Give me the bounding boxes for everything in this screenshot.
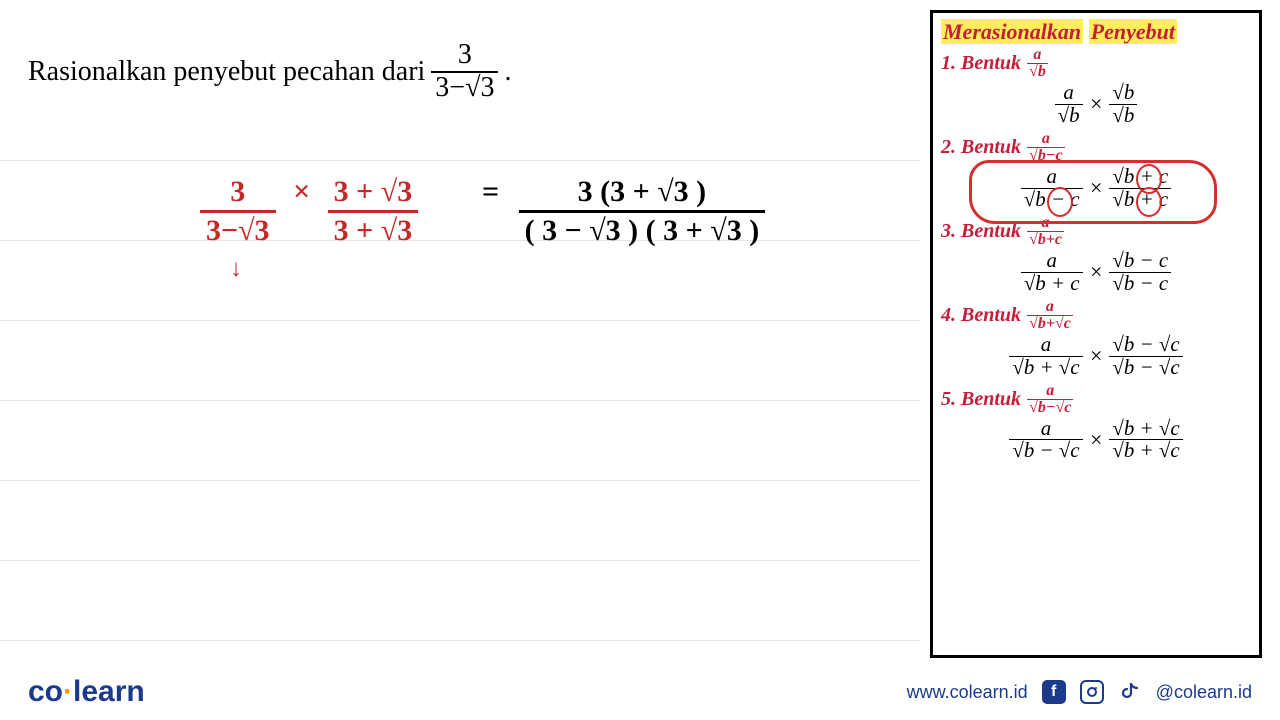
hw-times: ×: [293, 175, 310, 208]
rule-2-label: 2. Bentuk: [941, 136, 1021, 159]
logo-part-b: learn: [73, 675, 145, 708]
rule-line: [0, 480, 920, 481]
handwriting-lhs: 3 3−√3 × 3 + √3 3 + √3: [200, 175, 418, 246]
main-content: Rasionalkan penyebut pecahan dari 3 3−√3…: [0, 0, 920, 720]
hw-equals: =: [482, 175, 499, 208]
handwriting-rhs: = 3 (3 + √3 ) ( 3 − √3 ) ( 3 + √3 ): [470, 175, 765, 246]
hw-frac-1-den: 3−√3: [200, 210, 276, 247]
footer: co·learn www.colearn.id f @colearn.id: [0, 664, 1280, 720]
problem-suffix: .: [504, 56, 511, 88]
sidebar-title-a: Merasionalkan: [941, 19, 1083, 44]
rule-4-formula: a√b + √c × √b − √c√b − √c: [941, 334, 1251, 379]
rule-3-label: 3. Bentuk: [941, 220, 1021, 243]
footer-url[interactable]: www.colearn.id: [907, 682, 1028, 703]
tiktok-icon[interactable]: [1118, 680, 1142, 704]
hw-frac-1-num: 3: [224, 176, 251, 210]
rule-2-heading: 2. Bentuk a √b−c: [941, 131, 1251, 164]
rule-line: [0, 320, 920, 321]
rule-1-headfrac: a √b: [1027, 47, 1048, 80]
hw-frac-3-num: 3 (3 + √3 ): [572, 176, 713, 210]
down-arrow-icon: ↓: [230, 256, 242, 283]
circled-plus: +: [1140, 166, 1154, 188]
circled-minus: −: [1051, 189, 1065, 211]
instagram-icon[interactable]: [1080, 680, 1104, 704]
hw-frac-2-num: 3 + √3: [328, 176, 419, 210]
problem-frac-den: 3−√3: [431, 71, 498, 104]
problem-frac-num: 3: [454, 40, 476, 71]
rule-4-heading: 4. Bentuk a√b+√c: [941, 299, 1251, 332]
rule-4-label: 4. Bentuk: [941, 304, 1021, 327]
problem-statement: Rasionalkan penyebut pecahan dari 3 3−√3…: [28, 40, 511, 104]
rule-line: [0, 400, 920, 401]
rule-3-heading: 3. Bentuk a√b+c: [941, 215, 1251, 248]
hw-frac-2-den: 3 + √3: [328, 210, 419, 247]
colearn-logo: co·learn: [28, 675, 145, 709]
hw-frac-3: 3 (3 + √3 ) ( 3 − √3 ) ( 3 + √3 ): [519, 176, 766, 246]
rule-1-label: 1. Bentuk: [941, 52, 1021, 75]
rule-5-heading: 5. Bentuk a√b−√c: [941, 383, 1251, 416]
problem-fraction: 3 3−√3: [431, 40, 498, 104]
rule-line: [0, 240, 920, 241]
rule-1-formula: a√b × √b√b: [941, 82, 1251, 127]
sidebar-title-b: Penyebut: [1089, 19, 1177, 44]
rule-5-formula: a√b − √c × √b + √c√b + √c: [941, 418, 1251, 463]
reference-sidebar: Merasionalkan Penyebut 1. Bentuk a √b a√…: [930, 10, 1262, 658]
rule-line: [0, 560, 920, 561]
facebook-icon[interactable]: f: [1042, 680, 1066, 704]
sidebar-title: Merasionalkan Penyebut: [941, 19, 1251, 45]
rule-5-label: 5. Bentuk: [941, 388, 1021, 411]
rule-1-heading: 1. Bentuk a √b: [941, 47, 1251, 80]
hw-frac-3-den: ( 3 − √3 ) ( 3 + √3 ): [519, 210, 766, 247]
ruled-lines: [0, 160, 920, 660]
rule-line: [0, 640, 920, 641]
hw-frac-2: 3 + √3 3 + √3: [328, 176, 419, 246]
problem-prefix: Rasionalkan penyebut pecahan dari: [28, 56, 425, 88]
logo-part-a: co: [28, 675, 63, 708]
footer-right: www.colearn.id f @colearn.id: [907, 680, 1252, 704]
rule-3-formula: a√b + c × √b − c√b − c: [941, 250, 1251, 295]
rule-line: [0, 160, 920, 161]
footer-handle[interactable]: @colearn.id: [1156, 682, 1252, 703]
hw-frac-1: 3 3−√3: [200, 176, 276, 246]
logo-dot: ·: [63, 675, 73, 708]
rule-2-formula: a √b − c × √b + c √b + c: [941, 166, 1251, 211]
rule-2-headfrac: a √b−c: [1027, 131, 1065, 164]
circled-plus: +: [1140, 189, 1154, 211]
